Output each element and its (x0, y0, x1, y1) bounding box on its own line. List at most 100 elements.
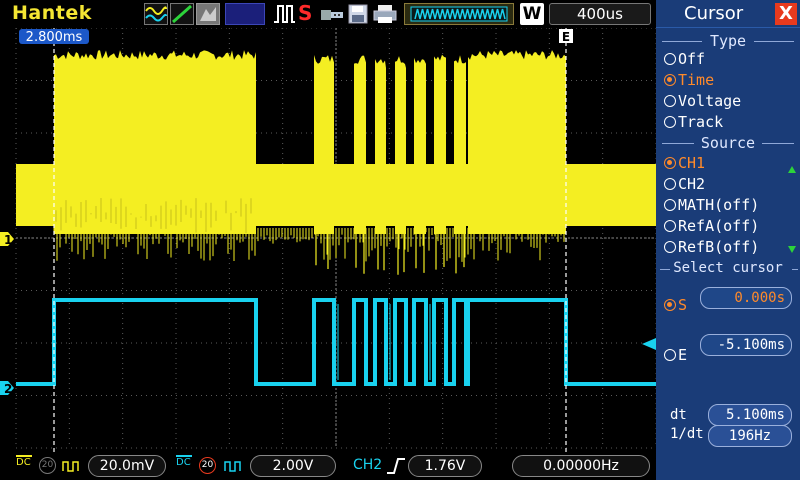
ch2-ground-marker[interactable]: 2 (0, 381, 14, 396)
ch1-burst (395, 68, 406, 234)
ch1-burst-edge (314, 55, 334, 68)
source-option-refb-label: RefB(off) (678, 238, 760, 256)
time-cursors[interactable]: 2.800ms E (19, 28, 573, 452)
cursor-s-value[interactable]: 0.000s (700, 287, 792, 309)
source-option-refa-label: RefA(off) (678, 217, 760, 235)
ch1-waveform (16, 50, 656, 275)
source-option-ch2-label: CH2 (678, 175, 706, 193)
type-option-off[interactable]: Off (664, 50, 705, 68)
ch2-marker-label: 2 (4, 382, 12, 396)
source-option-ch1-label: CH1 (678, 154, 706, 172)
menu-title: Cursor (684, 3, 744, 24)
trigger-level-marker[interactable] (642, 338, 656, 350)
menu-header: Cursor X (656, 0, 800, 28)
ch1-burst (54, 64, 256, 234)
stop-indicator: S (298, 1, 313, 25)
type-option-off-label: Off (678, 50, 706, 68)
save-icon[interactable] (348, 4, 368, 24)
cursor-e-value[interactable]: -5.100ms (700, 334, 792, 356)
type-option-time-label: Time (678, 71, 715, 89)
ch1-burst (434, 68, 446, 234)
source-option-refb[interactable]: RefB(off) (664, 238, 759, 256)
waveform-display-box[interactable] (225, 3, 265, 25)
ch2-digital-trace (16, 298, 656, 386)
scroll-up-icon[interactable] (788, 166, 796, 173)
ch1-burst-edge (454, 55, 466, 68)
ch1-burst-edge (468, 50, 566, 64)
ch1-coupling[interactable]: DC (16, 455, 32, 468)
source-option-math[interactable]: MATH(off) (664, 196, 759, 214)
timebase-readout[interactable]: 400us (549, 3, 651, 25)
trigger-mode-indicator[interactable]: W (520, 3, 544, 25)
dt-value: 5.100ms (708, 404, 792, 426)
memory-bar-icon (410, 6, 508, 22)
ch2-bandwidth-limit[interactable]: 20 (199, 457, 216, 474)
cursor-s-option-label: S (678, 296, 688, 314)
ch1-burst (414, 68, 426, 234)
ch1-burst (454, 68, 466, 234)
cursor-e-option[interactable]: E (664, 346, 687, 364)
ch1-burst (354, 68, 366, 234)
source-option-math-label: MATH(off) (678, 196, 760, 214)
frequency-counter: 0.00000Hz (512, 455, 650, 477)
ch1-ground-marker[interactable]: 1 (0, 232, 14, 247)
ch1-burst-edge (434, 54, 446, 68)
source-heading: Source (656, 134, 800, 152)
waveform-display[interactable]: 2.800ms E 1 2 (0, 28, 656, 452)
type-option-voltage-label: Voltage (678, 92, 742, 110)
ch2-coupling-label: DC (176, 457, 191, 468)
line-icon[interactable] (170, 3, 194, 25)
dt-label: dt (670, 407, 687, 423)
source-option-refa[interactable]: RefA(off) (664, 217, 759, 235)
ch2-coupling[interactable]: DC (176, 455, 192, 468)
screen-icon[interactable] (196, 3, 220, 25)
ch1-texture (55, 198, 252, 233)
ch1-bandwidth-limit[interactable]: 20 (39, 457, 56, 474)
print-icon[interactable] (373, 4, 397, 24)
ch1-marker-label: 1 (4, 233, 12, 247)
ch1-burst-edge (395, 56, 406, 68)
scroll-down-icon[interactable] (788, 246, 796, 253)
ch1-burst (375, 68, 386, 234)
source-option-ch1[interactable]: CH1 (664, 154, 705, 172)
ch1-invert-icon[interactable] (62, 459, 82, 473)
type-option-track[interactable]: Track (664, 113, 723, 131)
run-state-icon (274, 5, 295, 23)
ch2-scale[interactable]: 2.00V (250, 455, 336, 477)
waveform-canvas[interactable]: 2.800ms E 1 2 (0, 28, 656, 452)
ch2-invert-icon[interactable] (224, 459, 244, 473)
cursor-e-tag (559, 29, 573, 43)
cursor-s-option[interactable]: S (664, 296, 687, 314)
type-section: Type Off Time Voltage Track (656, 30, 800, 134)
ch1-burst-edge (54, 50, 256, 64)
ch1-spikes (53, 228, 565, 262)
ch1-burst (468, 64, 566, 234)
trigger-level[interactable]: 1.76V (408, 455, 482, 477)
usb-icon (321, 10, 343, 20)
type-option-time[interactable]: Time (664, 71, 714, 89)
ch1-scale[interactable]: 20.0mV (88, 455, 166, 477)
cursor-s-label: 2.800ms (26, 30, 83, 45)
close-button[interactable]: X (775, 3, 797, 25)
ch1-burst-edge (354, 55, 366, 68)
bottom-status-bar: DC 20 20.0mV DC 20 2.00V CH2 1.76V 0.000… (0, 452, 656, 480)
ch1-burst-edge (414, 57, 426, 68)
trigger-edge-icon[interactable] (386, 457, 406, 475)
ch-wave-icon[interactable] (144, 3, 168, 25)
memory-position-bar[interactable] (404, 3, 514, 25)
display-icons (144, 3, 222, 25)
cursor-e-option-label: E (678, 346, 688, 364)
trigger-source[interactable]: CH2 (353, 457, 383, 473)
ch1-long-spikes (315, 228, 465, 275)
brand-logo: Hantek (12, 2, 92, 24)
select-cursor-heading: Select cursor (656, 260, 800, 278)
type-heading: Type (656, 32, 800, 50)
cursor-s-label-box (19, 29, 89, 44)
type-option-voltage[interactable]: Voltage (664, 92, 741, 110)
type-option-track-label: Track (678, 113, 724, 131)
source-section: Source CH1 CH2 MATH(off) RefA(off) RefB(… (656, 134, 800, 258)
inv-dt-label: 1/dt (670, 426, 704, 442)
source-option-ch2[interactable]: CH2 (664, 175, 705, 193)
ch1-coupling-label: DC (16, 457, 31, 468)
cursor-menu: Cursor X Type Off Time Voltage Track Sou… (656, 0, 800, 480)
